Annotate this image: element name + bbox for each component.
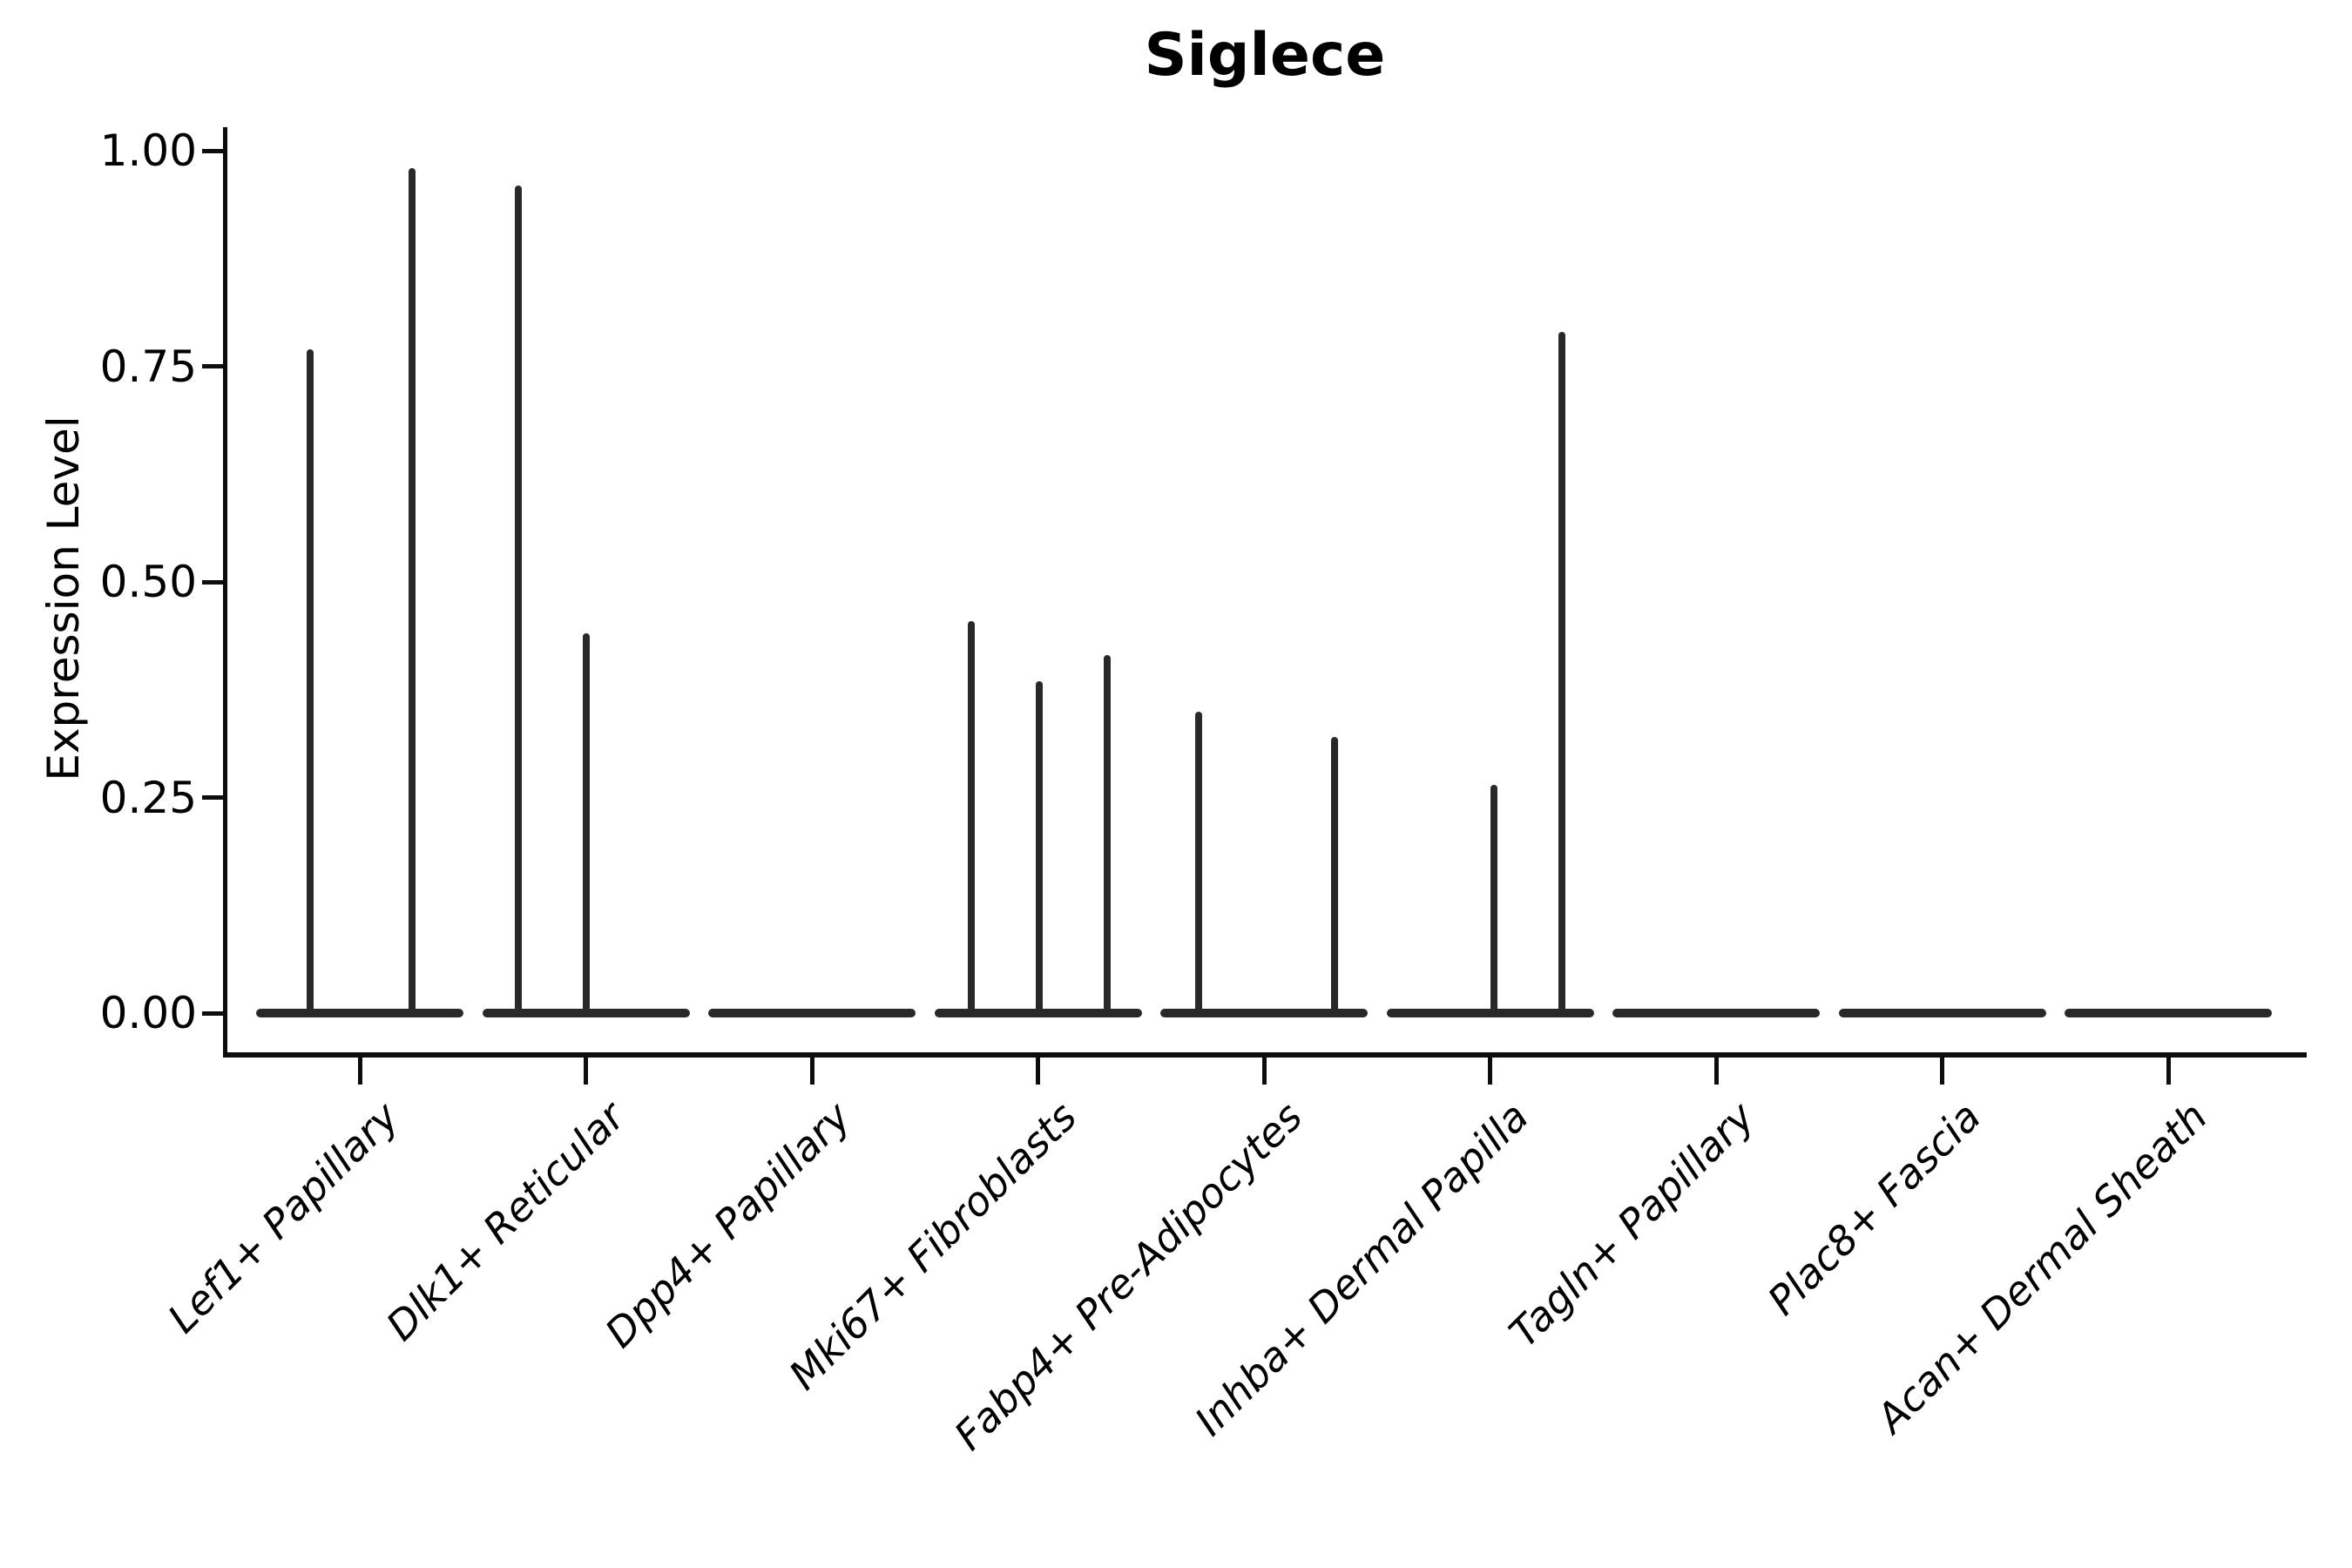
violin-spike (582, 633, 590, 1016)
y-tick-label: 0.75 (99, 341, 197, 392)
x-tick (1940, 1058, 1944, 1085)
x-tick-label: Dpp4+ Papillary (596, 1092, 860, 1357)
violin-spike (967, 620, 975, 1016)
y-tick (202, 1010, 223, 1016)
x-tick-label: Lef1+ Papillary (158, 1092, 408, 1342)
x-tick-label: Plac8+ Fascia (1758, 1092, 1990, 1324)
x-tick (2166, 1058, 2171, 1085)
y-tick-label: 0.25 (99, 772, 197, 823)
y-axis-line (223, 127, 227, 1058)
y-tick-label: 0.50 (99, 557, 197, 607)
violin-spike (514, 185, 522, 1016)
y-tick-label: 1.00 (99, 125, 197, 176)
x-tick (1713, 1058, 1719, 1085)
x-tick (584, 1058, 588, 1085)
x-tick (1488, 1058, 1492, 1085)
violin-spike (1558, 331, 1565, 1016)
violin-base (1838, 1009, 2046, 1017)
x-tick (357, 1058, 362, 1085)
violin-spike (1331, 737, 1338, 1016)
violin-spike (1490, 784, 1497, 1016)
x-tick (1261, 1058, 1267, 1085)
violin-spike (1195, 711, 1202, 1016)
y-tick (202, 148, 223, 153)
x-axis-line (223, 1052, 2307, 1058)
violin-spike (409, 167, 416, 1016)
x-tick-label: Tagln+ Papillary (1500, 1092, 1764, 1356)
x-tick (809, 1058, 814, 1085)
y-tick (202, 795, 223, 800)
violin-spike (1035, 680, 1043, 1016)
violin-spike (1103, 655, 1111, 1016)
x-tick (1036, 1058, 1040, 1085)
violin-base (256, 1009, 463, 1017)
violin-base (708, 1009, 916, 1017)
y-tick (202, 579, 223, 585)
y-tick-label: 0.00 (99, 988, 197, 1038)
violin-base (2065, 1009, 2272, 1017)
y-tick (202, 364, 223, 368)
violin-base (1612, 1009, 1820, 1017)
chart-title: Siglece (1144, 21, 1386, 90)
violin-base (1160, 1009, 1368, 1017)
violin-spike (307, 348, 314, 1016)
x-tick-label: Dlk1+ Reticular (376, 1092, 634, 1350)
